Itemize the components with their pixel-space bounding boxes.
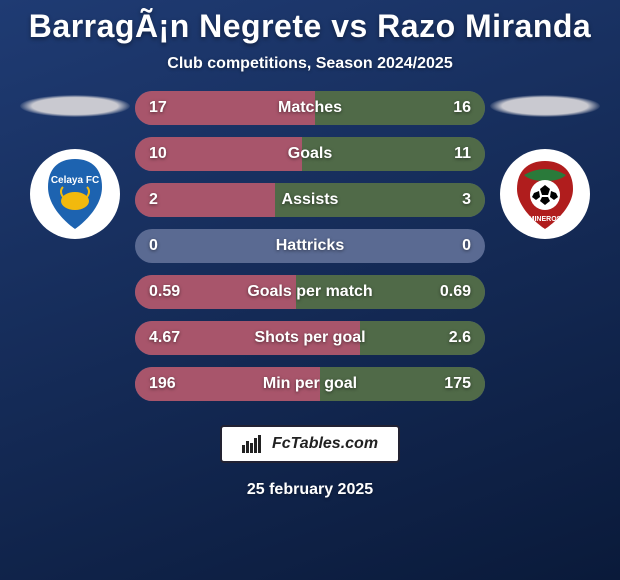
stat-row: 196Min per goal175 <box>135 367 485 401</box>
stat-label: Matches <box>135 99 485 117</box>
stat-row: 2Assists3 <box>135 183 485 217</box>
stat-value-right: 0 <box>462 237 471 255</box>
mineros-label: MINEROS <box>529 216 562 223</box>
stat-row: 0Hattricks0 <box>135 229 485 263</box>
date-label: 25 february 2025 <box>247 481 373 499</box>
stats-column: 17Matches1610Goals112Assists30Hattricks0… <box>135 91 485 401</box>
stat-value-right: 3 <box>462 191 471 209</box>
stat-label: Assists <box>135 191 485 209</box>
page-title: BarragÃ¡n Negrete vs Razo Miranda <box>29 8 591 45</box>
brand-text: FcTables.com <box>272 435 378 453</box>
stat-value-right: 2.6 <box>449 329 471 347</box>
right-team-column: MINEROS <box>485 91 605 239</box>
brand-box: FcTables.com <box>220 425 400 463</box>
stat-row: 17Matches16 <box>135 91 485 125</box>
celaya-label: Celaya FC <box>51 175 99 186</box>
stat-row: 0.59Goals per match0.69 <box>135 275 485 309</box>
chart-icon <box>242 435 264 453</box>
stat-label: Goals per match <box>135 283 485 301</box>
left-club-logo: Celaya FC <box>30 149 120 239</box>
player-shadow-right <box>490 95 600 117</box>
main-content: BarragÃ¡n Negrete vs Razo Miranda Club c… <box>0 0 620 580</box>
stat-row: 4.67Shots per goal2.6 <box>135 321 485 355</box>
stat-row: 10Goals11 <box>135 137 485 171</box>
stat-label: Min per goal <box>135 375 485 393</box>
stat-label: Goals <box>135 145 485 163</box>
left-team-column: Celaya FC <box>15 91 135 239</box>
player-shadow-left <box>20 95 130 117</box>
mineros-logo-icon: MINEROS <box>500 149 590 239</box>
stat-value-right: 11 <box>454 145 471 163</box>
stat-value-right: 16 <box>453 99 471 117</box>
stat-value-right: 0.69 <box>440 283 471 301</box>
stat-label: Hattricks <box>135 237 485 255</box>
subtitle: Club competitions, Season 2024/2025 <box>167 55 452 73</box>
right-club-logo: MINEROS <box>500 149 590 239</box>
stat-value-right: 175 <box>444 375 471 393</box>
celaya-logo-icon: Celaya FC <box>30 149 120 239</box>
stat-label: Shots per goal <box>135 329 485 347</box>
comparison-body: Celaya FC 17Matches16 10Goals11 2Assists3 0… <box>0 91 620 401</box>
